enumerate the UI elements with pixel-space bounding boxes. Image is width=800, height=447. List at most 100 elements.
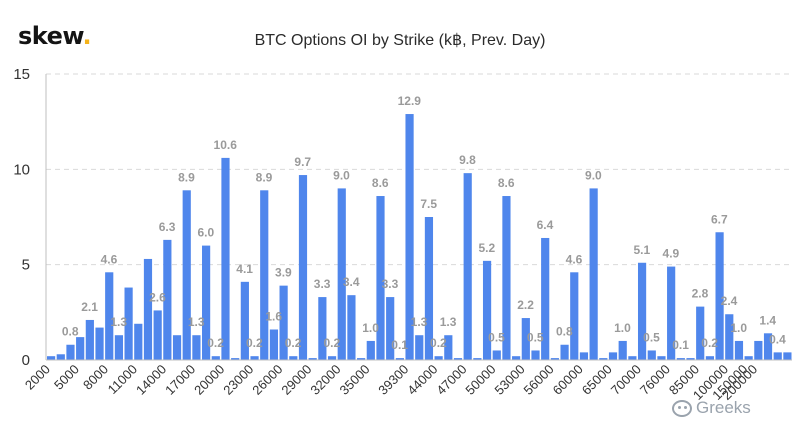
bar-24000	[260, 190, 269, 360]
bar-66000	[618, 340, 627, 360]
bar-14000	[163, 239, 172, 360]
bar-54000	[531, 350, 540, 360]
bar-150000	[744, 356, 753, 360]
bar-47000	[463, 173, 472, 360]
data-label: 8.6	[498, 176, 515, 190]
data-label: 0.8	[62, 325, 79, 339]
data-label: 6.3	[159, 220, 176, 234]
logo-text: skew	[18, 22, 83, 50]
data-label: 8.9	[178, 170, 195, 184]
bar-15000	[172, 335, 182, 360]
bar-2000	[47, 356, 56, 360]
data-label: 0.2	[207, 336, 224, 350]
bar-42000	[424, 217, 434, 360]
y-tick-label: 10	[13, 161, 30, 178]
x-tick-label: 26000	[249, 362, 285, 398]
x-tick-label: 35000	[337, 362, 373, 398]
data-label: 2.1	[81, 300, 98, 314]
bar-27000	[289, 356, 298, 360]
bar-74000	[657, 356, 666, 360]
bar-72000	[647, 350, 656, 360]
bar-36000	[376, 196, 385, 360]
bar-21000	[231, 358, 240, 360]
data-label: 4.1	[236, 262, 253, 276]
bar-26000	[279, 285, 288, 360]
bar-250000	[763, 333, 773, 360]
data-label: 6.7	[711, 212, 728, 226]
chart-title: BTC Options OI by Strike (k฿, Prev. Day)	[254, 32, 546, 49]
x-tick-label: 5000	[51, 362, 82, 393]
data-label: 9.0	[585, 168, 602, 182]
bar-45000	[444, 335, 453, 360]
bar-63000	[599, 358, 608, 360]
bar-120000	[734, 340, 744, 360]
data-label: 9.8	[459, 153, 476, 167]
bar-33000	[347, 295, 356, 360]
bar-62000	[589, 188, 598, 360]
bar-7000	[95, 327, 104, 360]
x-tick-label: 14000	[133, 362, 169, 398]
bar-40000	[415, 335, 424, 360]
data-label: 1.0	[730, 321, 747, 335]
data-label: 2.2	[517, 298, 534, 312]
data-label: 3.3	[382, 277, 399, 291]
bar-50000	[492, 350, 501, 360]
bar-3000	[56, 354, 65, 360]
data-label: 2.6	[149, 290, 166, 304]
data-label: 0.5	[527, 330, 544, 344]
bar-38000	[395, 358, 404, 360]
bar-300000	[773, 352, 782, 360]
bar-22000	[240, 281, 249, 360]
bar-28000	[298, 175, 308, 360]
x-tick-label: 29000	[278, 362, 314, 398]
bar-60000	[579, 352, 589, 360]
bar-25000	[269, 329, 279, 360]
bar-49000	[482, 260, 492, 360]
x-tick-label: 60000	[550, 362, 586, 398]
data-label: 0.5	[488, 330, 505, 344]
bar-56000	[550, 358, 559, 360]
data-label: 3.4	[343, 275, 360, 289]
bar-78000	[676, 358, 685, 360]
data-label: 5.2	[478, 241, 495, 255]
y-tick-label: 15	[13, 66, 30, 83]
data-label: 1.0	[362, 321, 379, 335]
x-tick-label: 47000	[433, 362, 469, 398]
x-tick-label: 53000	[492, 362, 528, 398]
bar-6000	[85, 319, 94, 360]
x-tick-label: 44000	[404, 362, 440, 398]
data-label: 0.2	[430, 336, 447, 350]
data-label: 6.0	[198, 226, 215, 240]
bar-58000	[570, 272, 579, 360]
data-label: 1.3	[411, 315, 428, 329]
bar-29000	[308, 358, 317, 360]
data-label: 1.3	[188, 315, 205, 329]
wechat-icon	[672, 399, 692, 417]
x-tick-label: 70000	[608, 362, 644, 398]
x-tick-label: 65000	[579, 362, 615, 398]
bar-68000	[628, 356, 637, 360]
data-label: 8.9	[256, 170, 273, 184]
data-label: 0.8	[556, 325, 573, 339]
watermark: Greeks	[672, 398, 751, 418]
bar-46000	[453, 358, 463, 360]
bar-400000	[783, 352, 792, 360]
bar-31000	[327, 356, 337, 360]
x-tick-label: 32000	[307, 362, 343, 398]
bar-18000	[202, 245, 211, 360]
data-label: 1.6	[265, 309, 282, 323]
bar-39300	[405, 114, 414, 360]
data-label: 2.4	[721, 294, 738, 308]
bar-34000	[357, 358, 366, 360]
bar-8000	[105, 272, 114, 360]
data-label: 6.4	[537, 218, 554, 232]
bar-90000	[715, 232, 724, 360]
bar-32000	[337, 188, 346, 360]
bar-10000	[124, 287, 133, 360]
data-label: 8.6	[372, 176, 389, 190]
bar-9000	[114, 335, 124, 360]
bar-13000	[153, 310, 162, 360]
bar-51000	[502, 196, 511, 360]
data-label: 1.3	[440, 315, 457, 329]
data-label: 3.3	[314, 277, 331, 291]
